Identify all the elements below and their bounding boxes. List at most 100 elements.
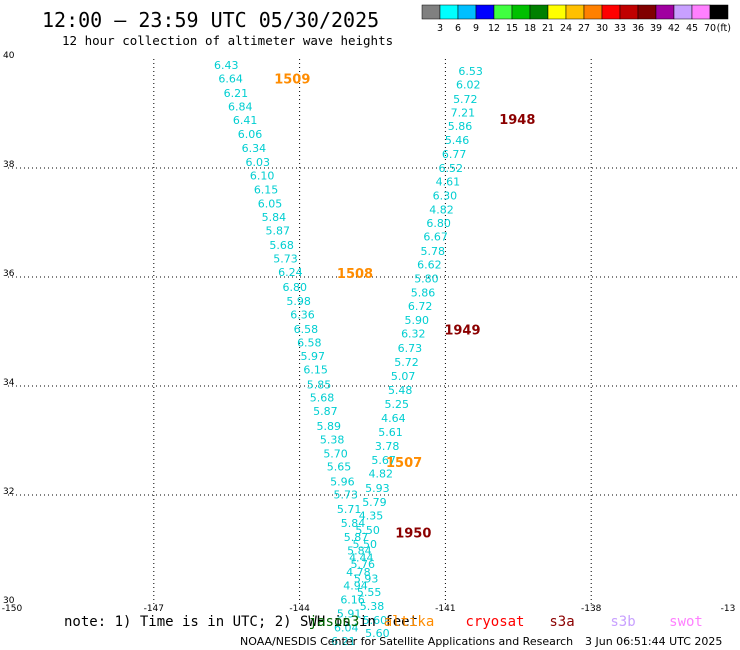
wave-height-label: 6.58 <box>294 323 319 336</box>
wave-height-label: 5.68 <box>269 239 294 252</box>
wave-height-label: 5.55 <box>357 586 382 599</box>
wave-height-label: 5.46 <box>445 134 470 147</box>
color-swatch <box>457 4 477 20</box>
wave-height-label: 6.02 <box>456 79 481 92</box>
wave-height-label: 5.97 <box>300 350 325 363</box>
color-scale-label: 36 <box>632 23 644 34</box>
wave-height-label: 4.94 <box>343 579 368 592</box>
x-tick-label: -150 <box>2 604 23 614</box>
color-scale-label: 6 <box>455 23 461 34</box>
color-swatch <box>547 4 567 20</box>
wave-height-label: 6.03 <box>246 156 271 169</box>
chart-title: 12:00 — 23:59 UTC 05/30/2025 <box>42 8 379 32</box>
color-swatch <box>619 4 639 20</box>
wave-height-label: 5.48 <box>388 384 413 397</box>
wave-height-label: 6.32 <box>401 328 426 341</box>
color-swatch <box>421 4 441 20</box>
wave-height-label: 5.87 <box>344 531 369 544</box>
wave-height-label: 5.50 <box>352 538 377 551</box>
wave-height-label: 5.76 <box>351 558 376 571</box>
wave-height-label: 5.84 <box>347 545 372 558</box>
wave-height-label: 4.64 <box>381 412 406 425</box>
generation-timestamp: 3 Jun 06:51:44 UTC 2025 <box>585 635 722 648</box>
wave-height-label: 6.15 <box>254 183 279 196</box>
x-tick-label: -138 <box>581 604 602 614</box>
color-scale-label: 21 <box>542 23 554 34</box>
satellite-legend-item: s3b <box>610 614 635 630</box>
wave-height-label: 6.77 <box>442 148 467 161</box>
satellite-legend-item: s3a <box>549 614 574 630</box>
wave-height-label: 6.21 <box>331 635 356 648</box>
wave-height-label: 5.72 <box>394 356 419 369</box>
wave-height-label: 6.16 <box>340 594 365 607</box>
wave-height-label: 6.72 <box>408 300 433 313</box>
wave-height-label: 5.38 <box>320 433 345 446</box>
wave-height-label: 5.93 <box>365 482 390 495</box>
y-tick-label: 32 <box>3 487 14 497</box>
wave-height-label: 5.73 <box>273 252 298 265</box>
color-swatch <box>601 4 621 20</box>
header: 12:00 — 23:59 UTC 05/30/2025 12 hour col… <box>42 8 393 48</box>
wave-height-label: 4.82 <box>429 203 454 216</box>
x-tick-label: -141 <box>435 604 455 614</box>
wave-height-label: 5.96 <box>330 475 355 488</box>
color-scale-label: 3 <box>437 23 443 34</box>
wave-height-label: 5.79 <box>362 496 387 509</box>
wave-height-label: 5.78 <box>421 245 446 258</box>
wave-height-label: 6.80 <box>282 281 307 294</box>
wave-height-label: 5.98 <box>286 295 311 308</box>
wave-height-label: 5.86 <box>411 286 436 299</box>
wave-height-label: 6.21 <box>224 87 249 100</box>
wave-height-label: 6.15 <box>303 364 328 377</box>
color-scale-label: 12 <box>488 23 500 34</box>
wave-height-label: 5.72 <box>453 93 478 106</box>
color-swatch <box>565 4 585 20</box>
wave-height-label: 6.43 <box>214 59 239 72</box>
color-scale-label: 39 <box>650 23 662 34</box>
wave-height-label: 4.44 <box>349 552 374 565</box>
wave-height-label: 4.35 <box>359 510 384 523</box>
color-swatch <box>655 4 675 20</box>
color-swatch <box>691 4 711 20</box>
axis-tick-labels: -150 -147 -144 -141 -138 -13 30 32 34 36 38 40 <box>2 51 736 614</box>
wave-height-label: 4.78 <box>346 566 371 579</box>
color-scale-unit: (ft) <box>717 23 731 34</box>
wave-height-label: 5.90 <box>404 314 429 327</box>
wave-height-label: 5.80 <box>414 273 439 286</box>
color-swatch <box>439 4 459 20</box>
wave-height-label: 5.91 <box>337 607 362 620</box>
x-tick-label: -147 <box>144 604 164 614</box>
pass-time-label: 1507 <box>386 456 422 471</box>
wave-height-label: 5.87 <box>265 225 290 238</box>
color-scale-label: 18 <box>524 23 536 34</box>
wave-height-label: 5.93 <box>354 572 379 585</box>
chart-subtitle: 12 hour collection of altimeter wave hei… <box>62 33 393 48</box>
color-swatch <box>709 4 729 20</box>
wave-height-label: 5.60 <box>365 627 390 640</box>
wave-height-label: 6.04 <box>334 621 359 634</box>
wave-height-label: 3.78 <box>375 440 400 453</box>
wave-height-label: 5.70 <box>323 448 348 461</box>
satellite-legend-item: swot <box>669 614 703 630</box>
x-tick-label: -13 <box>721 604 736 614</box>
wave-height-label: 5.71 <box>337 503 362 516</box>
wave-height-label: 5.61 <box>378 426 403 439</box>
color-swatch <box>637 4 657 20</box>
color-swatch <box>673 4 693 20</box>
wave-height-label: 6.05 <box>258 197 283 210</box>
color-scale-label: 45 <box>686 23 698 34</box>
wave-height-label: 6.53 <box>458 65 483 78</box>
wave-height-label: 5.73 <box>334 488 359 501</box>
color-swatch <box>529 4 549 20</box>
wave-height-label: 6.10 <box>250 170 275 183</box>
wave-height-label: 5.50 <box>355 524 380 537</box>
wave-height-label: 5.68 <box>310 391 335 404</box>
wave-height-label: 6.58 <box>297 336 322 349</box>
wave-height-label: 5.87 <box>313 405 338 418</box>
wave-height-label: 6.84 <box>228 100 253 113</box>
pass-time-label: 1508 <box>337 267 373 282</box>
wave-height-label: 5.25 <box>385 398 410 411</box>
wave-height-label: 6.30 <box>433 189 458 202</box>
wave-height-label: 6.73 <box>398 342 423 355</box>
